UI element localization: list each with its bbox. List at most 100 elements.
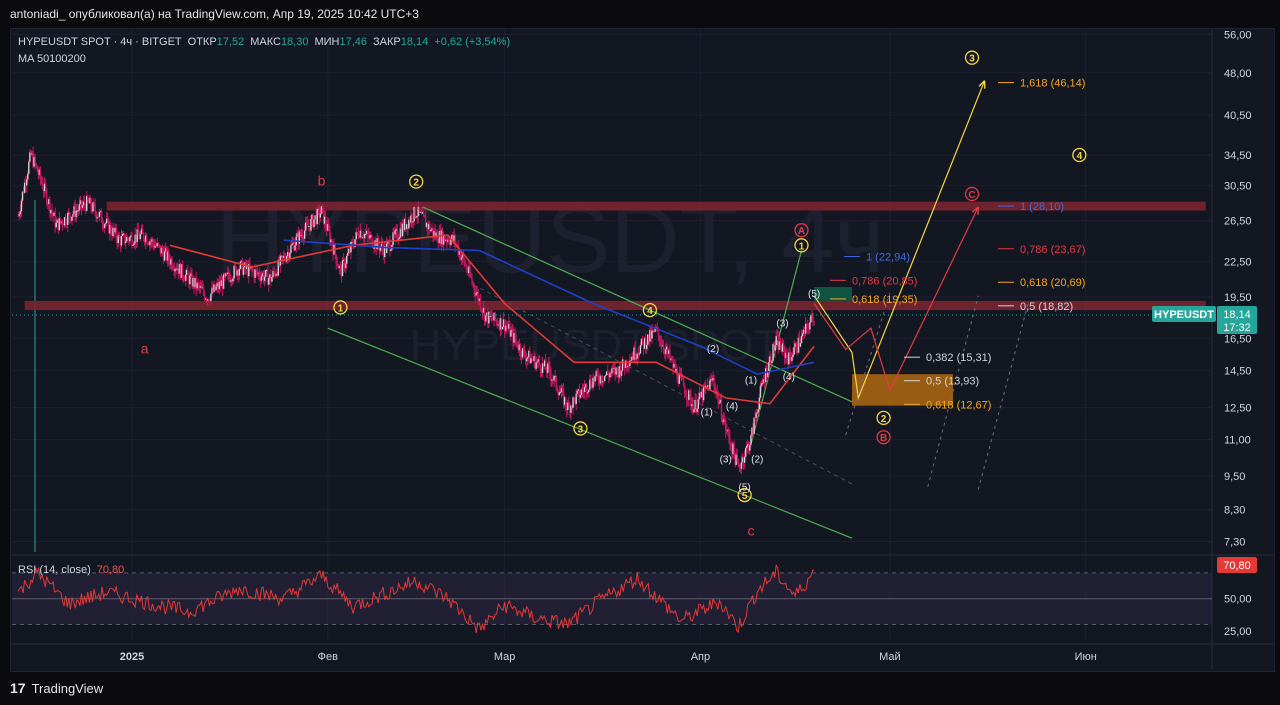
candle-body-536: [581, 389, 584, 391]
candle-body-38: [57, 219, 60, 231]
candle-body-590: [638, 353, 641, 355]
candle-body-382: [419, 211, 422, 213]
candle-body-392: [430, 229, 432, 232]
candle-body-407: [446, 239, 448, 242]
candle-body-714: [769, 356, 771, 363]
candle-body-699: [753, 417, 755, 434]
tradingview-logo[interactable]: 17: [10, 680, 26, 696]
candle-body-576: [623, 365, 626, 369]
candle-body-377: [414, 206, 416, 218]
candle-body-728: [783, 347, 786, 358]
candle-body-135: [159, 245, 162, 254]
candle-body-453: [494, 312, 496, 320]
candle-body-70: [91, 207, 93, 212]
candle-body-361: [397, 238, 400, 240]
candle-body-486: [529, 350, 531, 364]
candle-body-522: [567, 402, 569, 411]
candle-body-263: [294, 245, 296, 251]
candle-body-649: [700, 391, 703, 398]
candle-body-89: [111, 232, 113, 237]
candle-body-497: [540, 371, 543, 373]
candle-body-551: [597, 374, 600, 381]
candle-body-528: [573, 397, 575, 399]
candle-body-524: [569, 404, 571, 413]
candle-body-733: [789, 352, 791, 358]
candle-body-510: [554, 375, 556, 377]
candle-body-470: [512, 329, 514, 343]
candle-body-95: [117, 235, 120, 244]
candle-body-222: [251, 267, 253, 271]
candle-body-182: [209, 300, 211, 302]
candle-body-262: [293, 242, 295, 251]
candle-body-58: [78, 204, 81, 211]
channel-midline: [472, 284, 853, 485]
candle-body-44: [63, 217, 66, 226]
candle-body-16: [34, 157, 36, 164]
candle-body-503: [547, 363, 549, 373]
candle-body-623: [673, 364, 675, 368]
candle-body-422: [461, 254, 464, 258]
candle-body-695: [749, 444, 751, 451]
publish-header: antoniadi_ опубликовал(а) на TradingView…: [0, 0, 1280, 28]
candle-body-235: [264, 270, 267, 277]
candle-body-564: [611, 368, 613, 373]
candle-body-713: [768, 362, 770, 373]
candle-body-180: [207, 299, 209, 301]
candle-body-689: [742, 457, 745, 463]
candle-body-384: [421, 212, 424, 214]
candle-body-538: [583, 386, 586, 392]
candle-body-111: [134, 234, 136, 244]
candle-body-493: [536, 361, 538, 363]
candle-body-99: [121, 234, 124, 236]
candle-body-327: [361, 237, 364, 239]
candle-body-661: [713, 377, 715, 386]
time-axis[interactable]: 2025 Фев Мар Апр Май Июн: [120, 651, 1097, 663]
candle-body-252: [282, 255, 285, 258]
candle-body-554: [600, 375, 603, 383]
candle-body-433: [473, 284, 475, 291]
candle-body-184: [211, 287, 213, 294]
candle-body-159: [184, 274, 187, 281]
candle-body-359: [395, 229, 397, 231]
candle-body-314: [348, 248, 350, 253]
candle-body-90: [112, 227, 114, 237]
candle-body-659: [711, 379, 713, 381]
candle-body-53: [73, 206, 75, 214]
candle-body-63: [83, 201, 86, 206]
candle-body-466: [508, 323, 510, 329]
candle-body-298: [331, 239, 333, 246]
candle-body-704: [758, 397, 761, 410]
candle-body-750: [807, 324, 809, 328]
candle-body-146: [171, 259, 173, 268]
candle-body-583: [631, 356, 633, 361]
candle-body-310: [343, 259, 346, 268]
candle-body-622: [672, 358, 674, 368]
candle-body-297: [330, 239, 332, 243]
price-tick-1: 48,00: [1224, 68, 1252, 80]
candle-body-702: [756, 412, 758, 414]
candle-body-597: [646, 344, 648, 349]
candle-body-544: [590, 379, 592, 387]
wave-circle-8: [794, 238, 809, 253]
candle-body-287: [319, 213, 322, 218]
candle-body-584: [632, 356, 634, 360]
chart-frame[interactable]: [10, 28, 1275, 672]
tradingview-brand[interactable]: TradingView: [31, 680, 104, 696]
candle-body-724: [779, 341, 782, 349]
candle-body-164: [190, 273, 192, 276]
candle-body-147: [172, 267, 174, 269]
candle-body-669: [721, 418, 724, 423]
candle-body-275: [307, 223, 309, 227]
candle-body-620: [670, 358, 672, 360]
candle-body-52: [72, 213, 74, 217]
candle-body-534: [579, 394, 582, 398]
candle-body-559: [606, 371, 608, 376]
candle-body-129: [153, 243, 155, 248]
candle-body-127: [151, 239, 153, 242]
candle-body-351: [387, 241, 389, 244]
candle-body-697: [751, 427, 753, 436]
wave-circle-5: [573, 421, 588, 436]
candle-body-187: [214, 284, 216, 290]
candle-body-655: [707, 385, 709, 387]
